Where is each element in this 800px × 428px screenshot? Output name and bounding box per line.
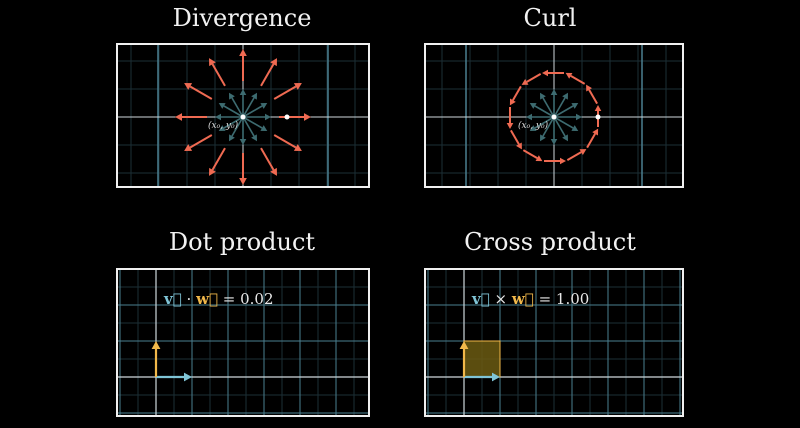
dot-product-value: 0.02: [240, 290, 274, 308]
dot-product-panel: v⃗ · w⃗ = 0.02: [116, 268, 370, 417]
cross-product-value: 1.00: [555, 290, 590, 308]
rotation-arrow: [522, 149, 543, 162]
rotation-arrow: [566, 149, 587, 161]
inner-field-arrow: [526, 113, 554, 121]
cross-operator: ×: [494, 290, 508, 308]
outward-arrow: [239, 49, 247, 81]
inner-field-arrow: [218, 103, 244, 118]
dot-product-grid: [118, 270, 368, 415]
inner-field-arrow: [553, 92, 568, 118]
inner-field-arrow: [540, 92, 555, 118]
inner-field-arrow: [242, 92, 257, 118]
inner-field-arrow: [550, 89, 558, 117]
rotation-arrow: [544, 157, 566, 165]
center-point: [551, 114, 557, 120]
outward-arrow: [175, 113, 207, 121]
inner-field-arrow: [215, 113, 243, 121]
outward-arrow: [184, 134, 213, 151]
cross-product-title: Cross product: [464, 228, 636, 256]
dot-product-title: Dot product: [168, 228, 316, 256]
inner-field-arrow: [553, 116, 579, 131]
inner-field-arrow: [540, 116, 555, 142]
outward-arrow: [273, 83, 302, 100]
dot-product-formula: v⃗ · w⃗ = 0.02: [164, 290, 274, 308]
outward-arrow: [279, 113, 311, 121]
center-point: [240, 114, 246, 120]
w-vector-symbol: w⃗: [511, 290, 534, 308]
w-vector-arrow: [459, 341, 469, 377]
inner-field-arrow: [550, 117, 558, 145]
v-vector-symbol: v⃗: [164, 290, 182, 308]
divergence-field-diagram: [118, 45, 368, 186]
inner-field-arrow: [529, 116, 555, 131]
curl-title: Curl: [523, 4, 577, 32]
curl-panel: (x₀, y₀): [424, 43, 684, 188]
outward-arrow: [273, 134, 302, 151]
curl-point-label: (x₀, y₀): [518, 121, 549, 131]
cross-product-formula: v⃗ × w⃗ = 1.00: [472, 290, 589, 308]
divergence-panel: (x₀, y₀): [116, 43, 370, 188]
inner-field-arrow: [229, 92, 244, 118]
sample-point: [284, 114, 290, 120]
outward-arrow: [239, 153, 247, 185]
v-vector-symbol: v⃗: [472, 290, 490, 308]
inner-field-arrow: [218, 116, 244, 131]
equals-sign: =: [222, 290, 236, 308]
inner-field-arrow: [229, 116, 244, 142]
outward-arrow: [209, 58, 226, 87]
rotation-arrow: [509, 85, 522, 106]
rotation-arrow: [586, 84, 598, 105]
parallelogram-area: [463, 340, 501, 378]
v-vector-arrow: [156, 372, 192, 382]
equals-sign: =: [538, 290, 552, 308]
outward-arrow: [260, 58, 277, 87]
inner-field-arrow: [242, 116, 268, 131]
divergence-title: Divergence: [172, 4, 312, 32]
inner-field-arrow: [239, 117, 247, 145]
inner-field-arrow: [242, 116, 257, 142]
w-vector-symbol: w⃗: [196, 290, 218, 308]
cross-product-panel: v⃗ × w⃗ = 1.00: [424, 268, 684, 417]
cross-product-grid: [426, 270, 682, 415]
rotation-arrow: [565, 72, 586, 85]
inner-field-arrow: [553, 103, 579, 118]
inner-field-arrow: [554, 113, 582, 121]
outward-arrow: [184, 83, 213, 100]
divergence-point-label: (x₀, y₀): [208, 121, 239, 131]
inner-field-arrow: [553, 116, 568, 142]
inner-field-arrow: [529, 103, 555, 118]
rotation-arrow: [586, 128, 599, 149]
rotation-arrow: [506, 107, 514, 129]
sample-point: [595, 114, 601, 120]
w-vector-arrow: [151, 341, 161, 377]
v-vector-arrow: [464, 372, 500, 382]
outward-arrow: [209, 147, 226, 176]
rotation-arrow: [510, 129, 522, 150]
inner-field-arrow: [242, 103, 268, 118]
dot-operator: ·: [186, 290, 192, 308]
curl-field-diagram: [426, 45, 682, 186]
outward-arrow: [260, 147, 277, 176]
rotation-arrow: [542, 69, 564, 77]
inner-field-arrow: [243, 113, 271, 121]
inner-field-arrow: [239, 89, 247, 117]
rotation-arrow: [521, 73, 542, 85]
